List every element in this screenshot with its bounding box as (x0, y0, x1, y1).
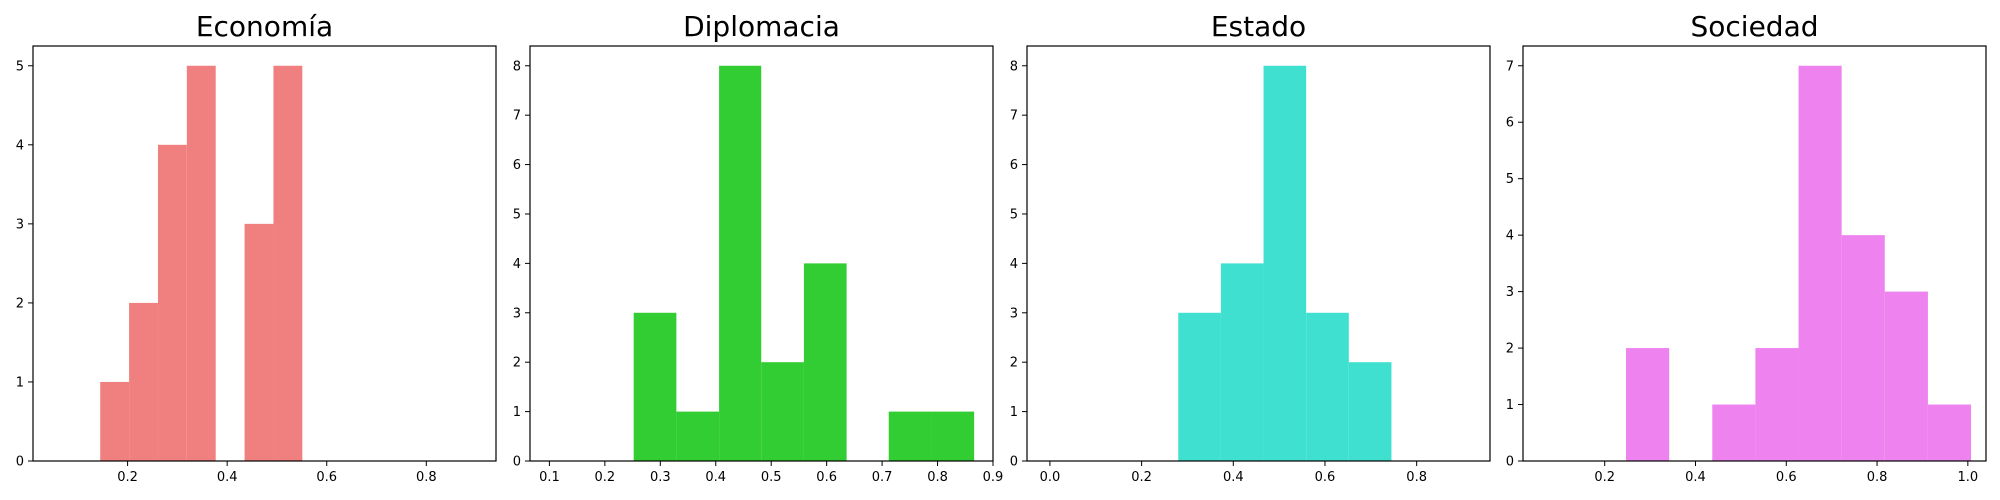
y-tick-label: 7 (1010, 109, 1018, 124)
y-tick-label: 0 (1506, 455, 1514, 470)
histogram-bar (1755, 348, 1799, 461)
y-tick-label: 4 (1506, 229, 1514, 244)
histogram-bar (931, 411, 975, 461)
y-tick-label: 3 (1010, 306, 1018, 321)
y-tick-label: 8 (1010, 59, 1018, 74)
histogram-bar (129, 302, 158, 461)
x-tick-label: 0.2 (1131, 470, 1152, 485)
histogram-bar (888, 411, 932, 461)
y-tick-label: 4 (16, 138, 24, 153)
y-tick-label: 5 (1506, 172, 1514, 187)
histogram-bar (633, 312, 677, 461)
x-tick-label: 0.9 (983, 470, 1004, 485)
x-tick-label: 0.7 (872, 470, 893, 485)
y-tick-label: 2 (1010, 356, 1018, 371)
histogram-bar (1626, 348, 1670, 461)
histogram-bar (100, 381, 130, 461)
x-tick-label: 0.2 (117, 470, 138, 485)
axes-frame (529, 45, 994, 462)
x-tick-label: 1.0 (1957, 470, 1978, 485)
histogram-bar (1884, 291, 1928, 461)
y-tick-label: 6 (513, 158, 521, 173)
x-tick-label: 0.1 (539, 470, 560, 485)
histogram-bar (1927, 404, 1972, 461)
y-tick-label: 0 (513, 455, 521, 470)
histogram-bar (1841, 235, 1885, 461)
panel-title: Estado (1211, 10, 1306, 43)
histogram-bar (157, 144, 187, 462)
y-tick-label: 0 (16, 455, 24, 470)
histogram-bar (761, 362, 804, 461)
x-tick-label: 0.6 (316, 470, 337, 485)
y-tick-label: 7 (513, 109, 521, 124)
x-tick-label: 0.5 (761, 470, 782, 485)
histogram-panel-1: 0.2 0.4 0.6 0.8 0 1 2 3 4 5 Economía (16, 10, 497, 485)
histogram-bar (1263, 65, 1307, 461)
y-tick-label: 5 (1010, 207, 1018, 222)
x-tick-label: 0.6 (1776, 470, 1797, 485)
x-tick-label: 0.4 (217, 470, 238, 485)
x-tick-label: 0.8 (927, 470, 948, 485)
histogram-bar (273, 65, 303, 461)
y-tick-label: 2 (1506, 342, 1514, 357)
histogram-panel-3: 0.0 0.2 0.4 0.6 0.8 0 1 2 3 4 5 6 7 8 Estado (1010, 10, 1491, 485)
y-tick-label: 1 (1506, 398, 1514, 413)
histogram-bar (1348, 362, 1392, 461)
x-tick-label: 0.6 (816, 470, 837, 485)
axes-frame (32, 45, 497, 462)
histogram-bar (1306, 312, 1349, 461)
axes-frame (1522, 45, 1987, 462)
histogram-bar (1178, 312, 1221, 461)
y-tick-label: 5 (16, 59, 24, 74)
histogram-bar (803, 263, 847, 461)
y-tick-label: 5 (513, 207, 521, 222)
y-tick-label: 3 (513, 306, 521, 321)
histogram-bar (1220, 263, 1264, 461)
histogram-bar (244, 223, 274, 461)
histogram-panel-2: 0.1 0.2 0.3 0.4 0.5 0.6 0.7 0.8 0.9 0 1 2 3 4 5 6 7 8 Dipl… (513, 10, 1004, 485)
x-tick-label: 0.4 (1685, 470, 1706, 485)
x-tick-label: 0.4 (1223, 470, 1244, 485)
x-tick-label: 0.3 (650, 470, 671, 485)
y-tick-label: 6 (1506, 116, 1514, 131)
x-tick-label: 0.8 (1406, 470, 1427, 485)
y-tick-label: 3 (1506, 285, 1514, 300)
panel-title: Economía (196, 10, 333, 43)
histogram-bar (676, 411, 720, 461)
histogram-bar (1798, 65, 1842, 461)
x-tick-label: 0.6 (1315, 470, 1336, 485)
y-tick-label: 2 (513, 356, 521, 371)
panel-title: Diplomacia (683, 10, 840, 43)
y-tick-label: 0 (1010, 455, 1018, 470)
x-tick-label: 0.8 (416, 470, 437, 485)
histogram-panel-4: 0.2 0.4 0.6 0.8 1.0 0 1 2 3 4 5 6 7 Sociedad (1506, 10, 1987, 485)
y-tick-label: 1 (513, 405, 521, 420)
x-tick-label: 0.2 (1594, 470, 1615, 485)
histogram-bar (186, 65, 216, 461)
y-tick-label: 1 (16, 375, 24, 390)
y-tick-label: 1 (1010, 405, 1018, 420)
x-tick-label: 0.8 (1867, 470, 1888, 485)
y-tick-label: 2 (16, 296, 24, 311)
y-tick-label: 4 (513, 257, 521, 272)
x-tick-label: 0.2 (595, 470, 616, 485)
y-tick-label: 7 (1506, 59, 1514, 74)
x-tick-label: 0.4 (705, 470, 726, 485)
x-tick-label: 0.0 (1040, 470, 1061, 485)
histogram-bar (1712, 404, 1756, 461)
panel-title: Sociedad (1690, 10, 1818, 43)
y-tick-label: 8 (513, 59, 521, 74)
y-tick-label: 3 (16, 217, 24, 232)
y-tick-label: 6 (1010, 158, 1018, 173)
axes-frame (1026, 45, 1491, 462)
histogram-bar (719, 65, 762, 461)
y-tick-label: 4 (1010, 257, 1018, 272)
